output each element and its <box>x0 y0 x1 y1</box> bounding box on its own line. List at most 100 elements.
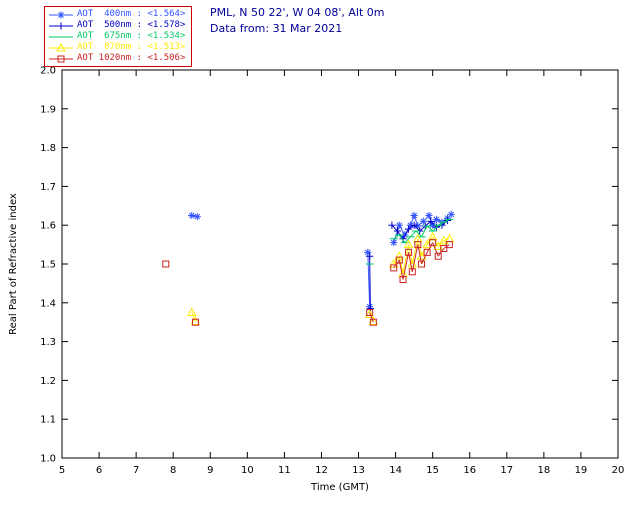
legend-item: AOT 1020nm : <1.506> <box>48 53 185 64</box>
marker-asterisk <box>411 212 418 219</box>
series-line <box>367 252 371 307</box>
marker-triangle <box>56 42 66 51</box>
marker-square <box>405 248 413 256</box>
legend-marker-sample <box>49 55 73 62</box>
series-line <box>411 238 419 265</box>
marker-square <box>440 244 448 252</box>
legend: AOT 400nm : <1.564> AOT 500nm : <1.578> AO… <box>44 6 193 67</box>
x-tick-label: 10 <box>241 465 254 476</box>
marker-triangle <box>368 316 379 325</box>
x-tick-label: 18 <box>537 465 550 476</box>
series-line <box>191 312 196 322</box>
marker-square <box>366 309 374 316</box>
y-tick-label: 1.7 <box>40 182 56 193</box>
marker-square <box>445 241 453 249</box>
marker-square <box>57 55 65 62</box>
marker-asterisk <box>448 211 455 218</box>
series-line <box>424 220 432 227</box>
marker-asterisk <box>433 216 440 223</box>
marker-asterisk <box>194 213 201 220</box>
series-line <box>426 225 434 232</box>
y-tick-label: 1.2 <box>40 376 56 387</box>
marker-square <box>408 268 416 276</box>
series-line <box>421 252 428 265</box>
data-date-text: Data from: 31 Mar 2021 <box>210 22 343 35</box>
marker-asterisk <box>188 212 195 219</box>
marker-asterisk <box>426 212 432 219</box>
y-tick-label: 1.1 <box>40 415 56 426</box>
series-line <box>404 236 411 244</box>
marker-square <box>429 239 437 247</box>
y-tick-label: 1.4 <box>40 298 56 309</box>
series-line <box>413 215 419 227</box>
plot-frame <box>61 69 619 459</box>
marker-triangle <box>186 307 197 316</box>
x-tick-label: 13 <box>352 465 365 476</box>
x-tick-label: 17 <box>500 465 513 476</box>
legend-label: AOT 1020nm : <1.506> <box>77 53 186 63</box>
x-tick-label: 15 <box>426 465 439 476</box>
site-location-text: PML, N 50 22', W 04 08', Alt 0m <box>210 6 385 19</box>
series-line <box>415 230 422 238</box>
x-tick-label: 8 <box>170 465 176 476</box>
x-tick-label: 7 <box>133 465 139 476</box>
series-line <box>393 225 400 243</box>
series-line <box>437 221 445 226</box>
marker-square <box>369 318 377 326</box>
marker-asterisk <box>364 249 371 256</box>
marker-asterisk <box>396 222 403 229</box>
y-tick-label: 1.9 <box>40 104 56 115</box>
marker-triangle <box>190 316 201 325</box>
series-line <box>411 244 419 272</box>
series-line <box>391 224 398 232</box>
series-line <box>437 248 445 257</box>
series-line <box>408 224 415 230</box>
marker-square <box>423 248 431 256</box>
marker-square <box>390 264 398 272</box>
marker-asterisk <box>58 11 64 18</box>
legend-marker-sample <box>49 21 73 30</box>
legend-label: AOT 500nm : <1.578> <box>77 20 186 30</box>
y-axis-label: Real Part of Refractive index <box>8 193 19 335</box>
legend-label: AOT 870nm : <1.513> <box>77 42 186 52</box>
marker-square <box>414 241 422 249</box>
series-line <box>410 230 417 238</box>
x-tick-label: 14 <box>389 465 402 476</box>
marker-asterisk <box>429 222 436 229</box>
marker-square <box>191 318 199 326</box>
legend-item: AOT 870nm : <1.513> <box>48 42 185 53</box>
x-tick-label: 9 <box>207 465 213 476</box>
marker-triangle <box>422 239 432 249</box>
y-tick-label: 1.3 <box>40 337 56 348</box>
legend-marker-sample <box>49 10 73 19</box>
series-line <box>426 242 434 253</box>
marker-triangle <box>388 258 399 268</box>
x-tick-label: 6 <box>96 465 102 476</box>
series-line <box>402 252 410 280</box>
x-tick-label: 12 <box>315 465 328 476</box>
marker-square <box>162 260 170 268</box>
legend-item: AOT 500nm : <1.578> <box>48 20 185 31</box>
plot-header: PML, N 50 22', W 04 08', Alt 0m Data fro… <box>210 5 384 37</box>
series-line <box>409 215 415 226</box>
legend-item: AOT 400nm : <1.564> <box>48 9 185 20</box>
y-tick-label: 2.0 <box>40 66 56 77</box>
legend-label: AOT 400nm : <1.564> <box>77 9 186 19</box>
series-line <box>419 225 426 232</box>
series-line <box>432 224 439 232</box>
series-line <box>441 220 448 226</box>
marker-square <box>434 252 442 260</box>
x-tick-label: 20 <box>612 465 625 476</box>
series-line <box>398 234 406 243</box>
series-line <box>402 228 410 240</box>
legend-label: AOT 675nm : <1.534> <box>77 31 186 41</box>
marker-asterisk <box>420 218 427 225</box>
series-line <box>413 224 421 232</box>
marker-triangle <box>364 309 375 318</box>
y-tick-label: 1.8 <box>40 143 56 154</box>
legend-marker-sample <box>49 36 73 37</box>
x-tick-label: 19 <box>575 465 588 476</box>
x-axis-label: Time (GMT) <box>310 482 369 493</box>
